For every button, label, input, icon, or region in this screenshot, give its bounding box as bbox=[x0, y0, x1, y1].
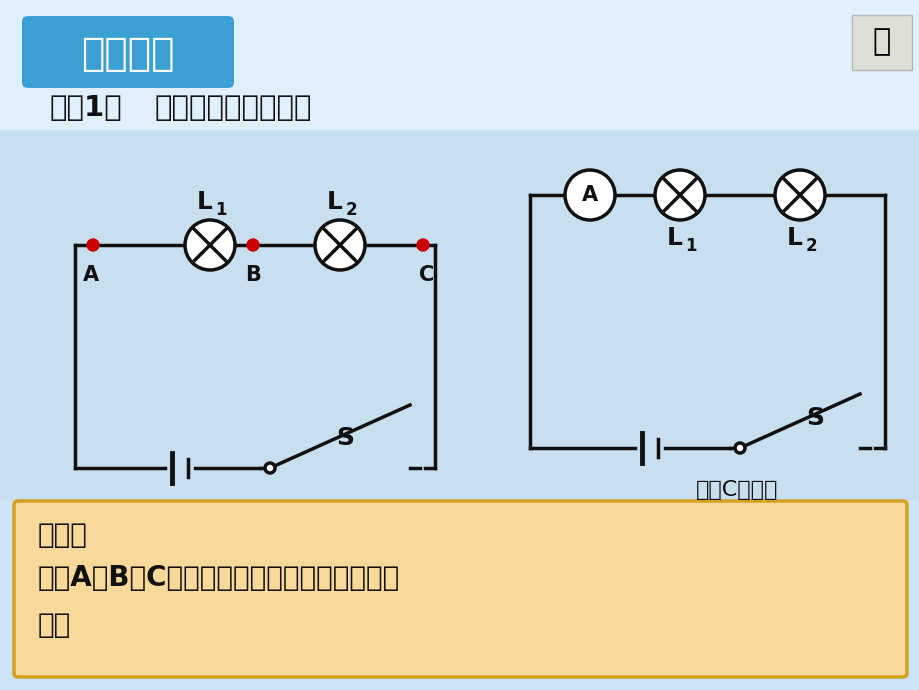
Text: 串联电路的电流规律: 串联电路的电流规律 bbox=[154, 94, 312, 122]
Text: C: C bbox=[419, 265, 434, 285]
Bar bbox=[0, 130, 919, 500]
Text: 测量C点电流: 测量C点电流 bbox=[696, 480, 777, 500]
Text: B: B bbox=[244, 265, 261, 285]
Text: 探究1：: 探究1： bbox=[50, 94, 122, 122]
Circle shape bbox=[734, 443, 744, 453]
Text: 🔭: 🔭 bbox=[872, 28, 891, 57]
Bar bbox=[0, 0, 919, 130]
Text: 流过A、B、C各点的电流大小可能存在什么关: 流过A、B、C各点的电流大小可能存在什么关 bbox=[38, 564, 400, 592]
Text: 系？: 系？ bbox=[38, 611, 71, 639]
Circle shape bbox=[185, 220, 234, 270]
Text: L: L bbox=[197, 190, 212, 214]
Text: 猜想：: 猜想： bbox=[38, 521, 88, 549]
Circle shape bbox=[314, 220, 365, 270]
Circle shape bbox=[774, 170, 824, 220]
Text: 2: 2 bbox=[804, 237, 816, 255]
Text: S: S bbox=[805, 406, 823, 430]
Circle shape bbox=[654, 170, 704, 220]
FancyBboxPatch shape bbox=[22, 16, 233, 88]
Text: L: L bbox=[787, 226, 802, 250]
Text: 1: 1 bbox=[215, 201, 226, 219]
Circle shape bbox=[87, 239, 99, 251]
Text: S: S bbox=[335, 426, 354, 450]
Bar bbox=[851, 15, 911, 70]
Text: L: L bbox=[666, 226, 682, 250]
Circle shape bbox=[265, 463, 275, 473]
Text: A: A bbox=[582, 185, 597, 205]
FancyBboxPatch shape bbox=[14, 501, 906, 677]
Text: A: A bbox=[83, 265, 99, 285]
Text: 1: 1 bbox=[685, 237, 696, 255]
Circle shape bbox=[246, 239, 259, 251]
Text: L: L bbox=[327, 190, 343, 214]
Circle shape bbox=[564, 170, 614, 220]
Text: 实验探究: 实验探究 bbox=[81, 35, 175, 73]
Text: 2: 2 bbox=[345, 201, 357, 219]
Circle shape bbox=[416, 239, 428, 251]
